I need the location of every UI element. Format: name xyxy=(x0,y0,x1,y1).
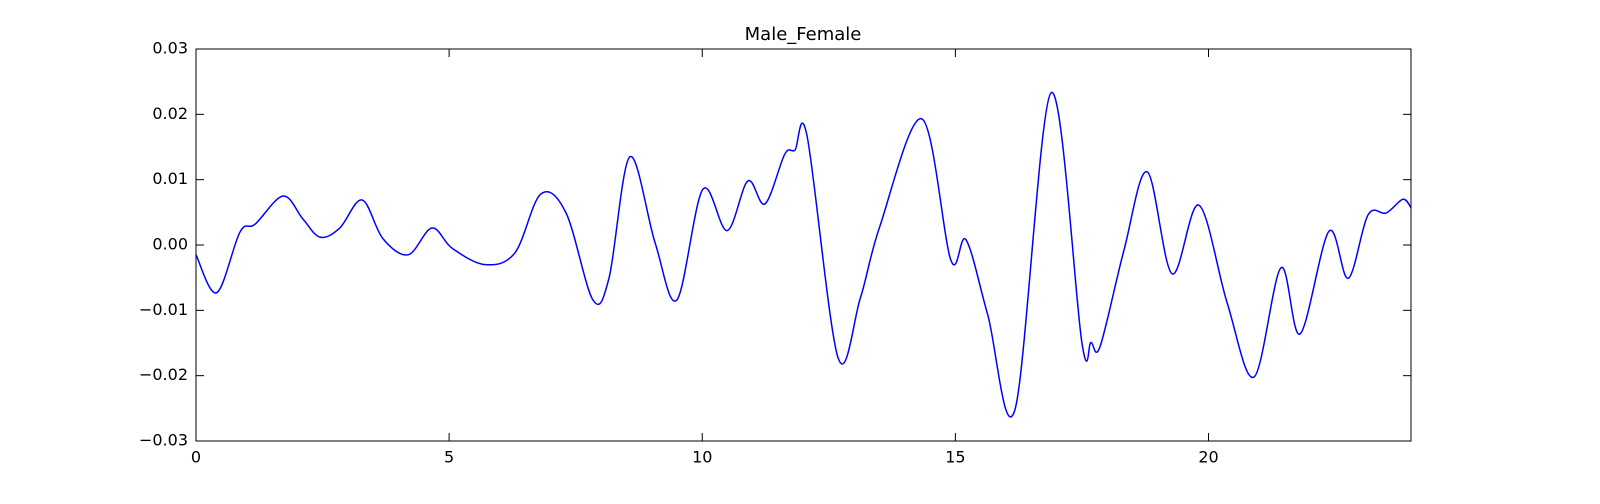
y-tick-label: 0.01 xyxy=(152,169,188,188)
y-tick-label: 0.03 xyxy=(152,39,188,58)
x-tick-label: 0 xyxy=(191,448,201,467)
y-tick-label: −0.03 xyxy=(139,431,188,450)
x-tick-label: 15 xyxy=(945,448,965,467)
y-tick-label: −0.01 xyxy=(139,300,188,319)
y-tick-label: 0.02 xyxy=(152,104,188,123)
chart-title: Male_Female xyxy=(745,24,862,45)
line-series xyxy=(195,91,1412,418)
plot-frame xyxy=(195,48,1412,442)
y-tick-label: 0.00 xyxy=(152,235,188,254)
y-tick-label: −0.02 xyxy=(139,365,188,384)
x-tick-label: 5 xyxy=(444,448,454,467)
x-tick-label: 10 xyxy=(692,448,712,467)
x-tick-label: 20 xyxy=(1198,448,1218,467)
